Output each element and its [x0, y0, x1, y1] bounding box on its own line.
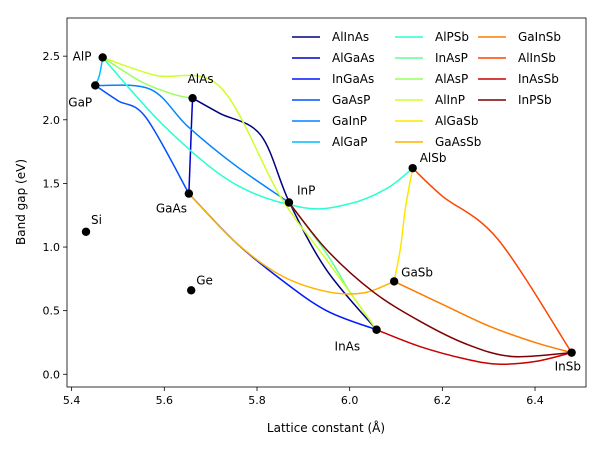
- material-point-insb: [567, 348, 576, 357]
- x-tick-label: 6.2: [434, 394, 452, 407]
- x-tick-label: 5.6: [156, 394, 174, 407]
- legend-label-alinsb: AlInSb: [518, 51, 556, 65]
- legend-label-gaasp: GaAsP: [332, 93, 370, 107]
- material-label-alas: AlAs: [188, 72, 214, 86]
- series-line-alinsb: [412, 167, 573, 354]
- legend-label-alpsb: AlPSb: [435, 30, 469, 44]
- series-layer: [94, 56, 573, 365]
- x-axis-label: Lattice constant (Å): [267, 420, 385, 435]
- legend-label-gainp: GaInP: [332, 114, 367, 128]
- legend-label-inpsb: InPSb: [518, 93, 552, 107]
- legend-label-algap: AlGaP: [332, 135, 367, 149]
- y-tick-label: 0.0: [43, 368, 61, 381]
- series-line-gaassb: [188, 193, 395, 295]
- material-point-inas: [372, 325, 381, 334]
- legend-label-gainsb: GaInSb: [518, 30, 561, 44]
- legend: AlInAs AlGaAs InGaAs GaAsP GaInP AlGaP AlPSb In…: [292, 30, 561, 149]
- x-tick-label: 5.4: [63, 394, 81, 407]
- legend-label-alasp: AlAsP: [435, 72, 468, 86]
- legend-label-ingaas: InGaAs: [332, 72, 374, 86]
- x-tick-label: 6.4: [526, 394, 544, 407]
- legend-label-inassb: InAsSb: [518, 72, 559, 86]
- material-point-inp: [284, 198, 294, 207]
- material-points-layer: AlP GaP AlAs GaAs InP AlSb GaSb InAs InSb Si Ge: [68, 49, 581, 373]
- legend-label-alinas: AlInAs: [332, 30, 369, 44]
- plot-frame: [66, 17, 587, 388]
- material-point-ge: [186, 286, 196, 295]
- material-point-alsb: [408, 163, 417, 173]
- series-line-inassb: [376, 329, 572, 365]
- material-point-gaas: [184, 189, 194, 198]
- series-line-gainp: [95, 84, 290, 204]
- x-tick-label: 6.0: [341, 394, 359, 407]
- x-ticks-layer: 5.4 5.6 5.8 6.0 6.2 6.4: [63, 387, 544, 407]
- material-point-alp: [98, 53, 107, 62]
- material-label-alsb: AlSb: [420, 151, 447, 165]
- y-tick-label: 0.5: [43, 305, 61, 318]
- material-point-gasb: [389, 277, 399, 286]
- material-label-inas: InAs: [335, 340, 361, 354]
- series-line-gainsb: [393, 280, 572, 354]
- legend-label-alinp: AlInP: [435, 93, 465, 107]
- material-label-gaas: GaAs: [156, 202, 187, 216]
- series-line-algaas: [188, 98, 194, 194]
- y-tick-label: 2.5: [43, 50, 61, 63]
- legend-label-algasb: AlGaSb: [435, 114, 478, 128]
- material-point-si: [81, 227, 91, 236]
- material-label-alp: AlP: [73, 49, 92, 63]
- series-line-alinp: [102, 56, 378, 331]
- series-line-alinas: [192, 97, 378, 331]
- legend-label-algaas: AlGaAs: [332, 51, 375, 65]
- material-label-ge: Ge: [196, 273, 213, 287]
- material-label-gasb: GaSb: [401, 265, 433, 279]
- material-label-insb: InSb: [555, 360, 581, 374]
- material-point-alas: [188, 93, 197, 103]
- y-tick-label: 1.0: [43, 241, 61, 254]
- legend-label-inasp: InAsP: [435, 51, 468, 65]
- series-line-alpsb: [102, 56, 414, 210]
- series-line-algasb: [393, 168, 414, 282]
- series-line-gaasp: [94, 84, 190, 194]
- material-label-inp: InP: [297, 184, 315, 198]
- legend-label-gaassb: GaAsSb: [435, 135, 481, 149]
- material-point-gap: [91, 81, 100, 90]
- series-line-inpsb: [288, 202, 572, 358]
- x-tick-label: 5.8: [248, 394, 266, 407]
- material-label-si: Si: [91, 213, 102, 227]
- material-label-gap: GaP: [68, 95, 92, 109]
- y-ticks-layer: 0.0 0.5 1.0 1.5 2.0 2.5: [43, 50, 67, 381]
- y-tick-label: 2.0: [43, 114, 61, 127]
- y-axis-label: Band gap (eV): [14, 159, 28, 245]
- y-tick-label: 1.5: [43, 177, 61, 190]
- series-line-alasp: [102, 56, 193, 99]
